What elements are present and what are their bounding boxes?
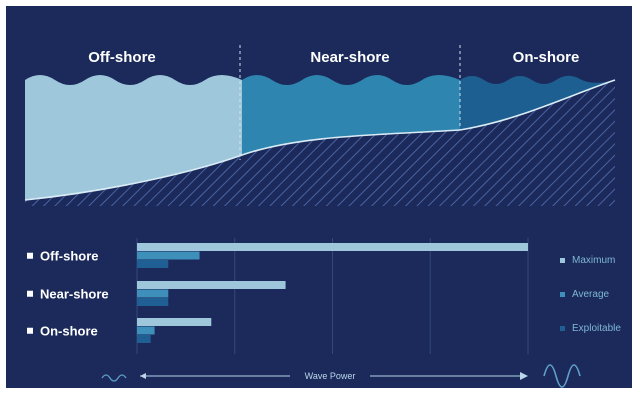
bar-average: [137, 251, 200, 260]
bar-maximum: [137, 318, 212, 326]
legend-label: Maximum: [572, 255, 615, 266]
bar-exploitable: [137, 298, 169, 306]
large-wave-icon: [543, 364, 581, 388]
wave-power-axis: Wave Power: [140, 371, 528, 381]
offshore-water: [25, 75, 242, 200]
bar-exploitable: [137, 260, 169, 268]
category-labels: Off-shore Near-shore On-shore: [27, 248, 109, 338]
zone-label-offshore: Off-shore: [88, 49, 156, 66]
chart-legend: Maximum Average Exploitable: [560, 255, 621, 334]
category-bullet: [27, 327, 33, 334]
axis-arrow-left-icon: [140, 373, 146, 379]
legend-label: Average: [572, 289, 610, 300]
onshore-water: [460, 75, 615, 130]
bar-average: [137, 289, 169, 298]
small-wave-icon: [101, 374, 127, 382]
legend-label: Exploitable: [572, 323, 621, 334]
bar-average: [137, 326, 155, 335]
legend-swatch: [560, 292, 565, 297]
seabed-hatch: [25, 80, 615, 206]
zone-label-onshore: On-shore: [513, 49, 580, 66]
zone-label-nearshore: Near-shore: [310, 49, 389, 66]
x-axis-label: Wave Power: [305, 371, 356, 381]
bar-maximum: [137, 243, 528, 251]
chart-bars: [137, 243, 528, 343]
category-label: On-shore: [40, 323, 98, 338]
bar-exploitable: [137, 335, 151, 343]
category-bullet: [27, 290, 33, 297]
seabed-line: [24, 79, 616, 201]
wave-power-bar-chart: Off-shore Near-shore On-shore Maximum Avera…: [27, 238, 621, 388]
legend-swatch: [560, 258, 565, 263]
nearshore-water: [242, 75, 460, 155]
category-label: Near-shore: [40, 286, 109, 301]
category-label: Off-shore: [40, 248, 99, 263]
category-bullet: [27, 252, 33, 259]
axis-arrow-right-icon: [520, 372, 528, 380]
shore-cross-section: Off-shore Near-shore On-shore: [24, 45, 616, 206]
bar-maximum: [137, 281, 286, 289]
legend-swatch: [560, 326, 565, 331]
